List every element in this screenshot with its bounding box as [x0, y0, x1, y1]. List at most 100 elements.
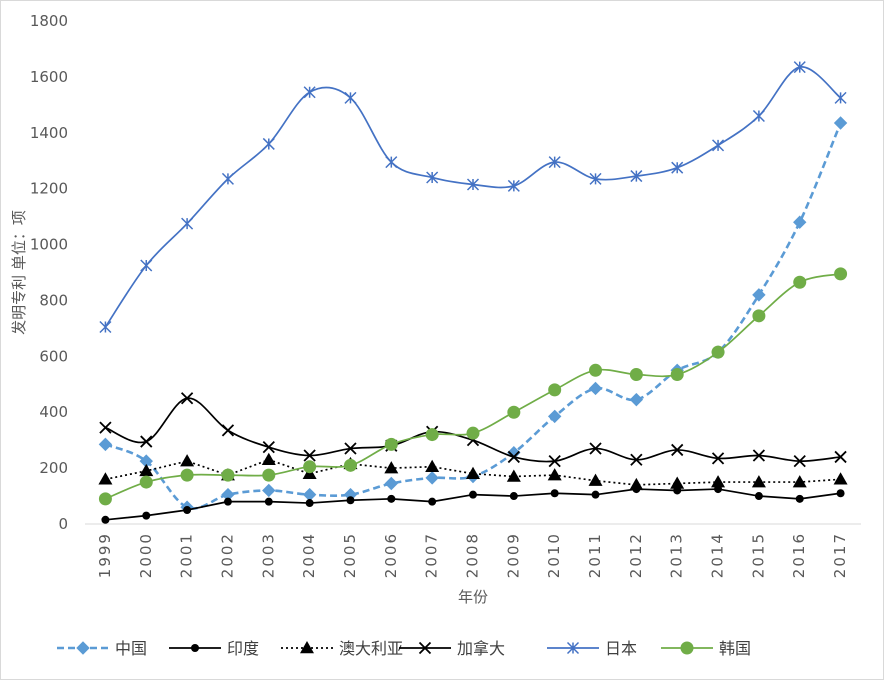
legend-marker [680, 641, 694, 655]
data-point [548, 383, 562, 397]
x-tick-label: 2006 [382, 532, 400, 578]
data-point [101, 515, 110, 524]
data-point [550, 489, 559, 498]
data-point [711, 345, 725, 359]
y-tick-label: 1800 [30, 12, 68, 30]
x-tick-label: 2009 [504, 532, 522, 578]
x-tick-label: 2007 [423, 532, 441, 578]
data-point [99, 320, 112, 334]
data-point [588, 473, 603, 486]
legend-marker [566, 641, 580, 655]
data-point [795, 494, 804, 503]
data-point [181, 217, 194, 230]
x-tick-label: 2001 [178, 532, 196, 578]
data-point [752, 449, 766, 462]
data-point [670, 367, 684, 381]
data-point [711, 475, 726, 488]
y-tick-label: 200 [39, 459, 68, 477]
data-point [343, 458, 357, 472]
legend-label: 日本 [605, 639, 637, 658]
data-point [262, 483, 276, 498]
data-point [344, 91, 357, 104]
series-4 [99, 392, 847, 468]
data-point [221, 424, 235, 437]
y-tick-label: 0 [58, 515, 68, 533]
data-point [425, 471, 439, 485]
data-point [425, 459, 440, 472]
legend-marker [300, 641, 314, 654]
legend-marker [191, 644, 199, 652]
data-point [262, 441, 275, 454]
data-point [793, 61, 806, 74]
data-point [629, 477, 644, 491]
data-point [180, 454, 195, 467]
data-point [833, 116, 848, 130]
data-point [384, 461, 399, 474]
y-tick-label: 1000 [30, 236, 68, 254]
series-layer [98, 61, 848, 524]
y-tick-label: 600 [39, 347, 68, 365]
y-axis-title: 发明专利 单位：项 [10, 210, 28, 335]
data-point [303, 86, 316, 99]
data-point [547, 409, 562, 424]
series-6 [98, 267, 848, 506]
data-point [712, 139, 725, 152]
data-point [139, 463, 154, 477]
data-point [670, 476, 685, 489]
data-point [384, 437, 398, 451]
x-tick-label: 2002 [218, 532, 236, 578]
data-point [303, 449, 316, 462]
data-point [793, 215, 807, 229]
x-tick-label: 2016 [790, 532, 808, 578]
y-tick-label: 1600 [30, 68, 68, 86]
data-point [221, 172, 234, 185]
data-point [99, 421, 112, 434]
data-point [346, 496, 355, 505]
data-point [589, 172, 602, 185]
legend-item: 澳大利亚 [281, 639, 403, 658]
data-point [834, 91, 847, 104]
data-point [466, 426, 480, 440]
x-tick-label: 2013 [668, 532, 686, 578]
data-point [305, 499, 314, 508]
data-point [751, 475, 766, 488]
x-tick-label: 2015 [749, 532, 767, 578]
x-tick-label: 2004 [300, 532, 318, 578]
data-point [98, 437, 113, 452]
data-point [507, 179, 520, 192]
x-tick-label: 2003 [259, 532, 277, 578]
legend-item: 韩国 [661, 639, 751, 658]
data-point [834, 450, 847, 464]
data-point [507, 405, 521, 419]
data-point [140, 259, 153, 272]
data-point [180, 468, 194, 482]
legend: 中国 印度 澳大利亚 加拿大 日本 韩国 [57, 639, 751, 658]
axis-layer: 0 200 400 600 800 1000 1200 1400 1600 1800 1999 200… [30, 12, 861, 578]
legend-item: 印度 [169, 639, 259, 658]
series-2 [101, 485, 845, 524]
legend-label: 加拿大 [457, 639, 505, 658]
data-point [223, 497, 232, 506]
series-line [105, 273, 841, 500]
data-point [466, 466, 480, 479]
data-point [426, 171, 439, 184]
data-point [140, 435, 153, 448]
data-point [591, 490, 600, 499]
x-tick-label: 2017 [831, 532, 849, 578]
x-tick-label: 2010 [545, 532, 563, 578]
legend-label: 韩国 [719, 639, 751, 658]
data-point [387, 494, 396, 503]
x-tick-label: 2014 [709, 532, 727, 578]
legend-label: 澳大利亚 [339, 639, 403, 658]
data-point [506, 469, 521, 482]
data-point [466, 178, 480, 191]
data-point [588, 381, 603, 396]
data-point [425, 428, 439, 442]
data-point [793, 275, 807, 289]
data-point [589, 363, 603, 377]
data-point [547, 468, 562, 481]
data-point [630, 453, 643, 466]
x-tick-label: 2000 [137, 532, 155, 578]
legend-item: 日本 [547, 639, 637, 658]
series-line [104, 122, 842, 510]
